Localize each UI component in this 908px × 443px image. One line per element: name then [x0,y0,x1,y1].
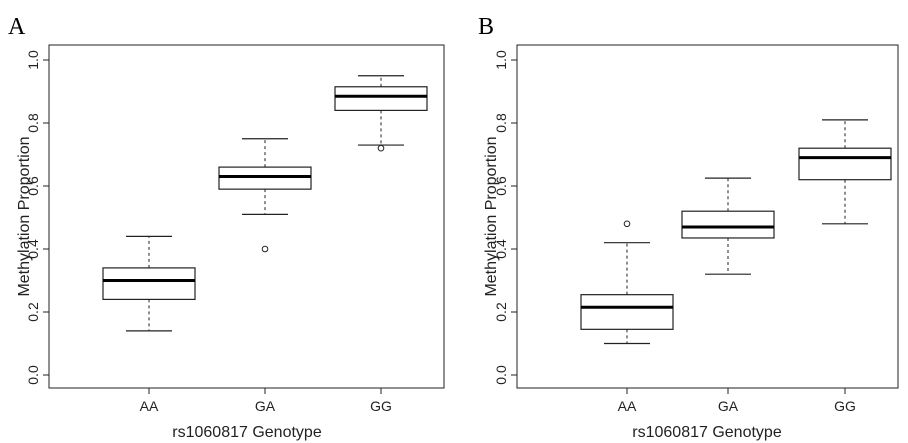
y-tick-label: 0.4 [25,239,41,259]
panel-a: A 0.0 0.2 0.4 0.6 0.8 1.0 Methylation Proportio… [8,14,445,441]
box-gg [334,75,428,152]
box-ga [218,138,312,253]
iqr-box [102,267,196,300]
iqr-box [681,210,775,239]
panel-letter: B [478,14,494,40]
iqr-box [798,147,892,181]
y-axis-title: Methylation Proportion [483,136,500,296]
y-tick-label: 0.4 [493,239,509,259]
plot-frame [516,44,899,389]
box-aa [580,220,674,345]
box-aa [102,235,196,332]
outlier-point [623,220,631,228]
x-tick-label: GA [255,398,276,414]
x-tick-label: GG [834,398,856,414]
x-axis-title: rs1060817 Genotype [172,424,322,441]
y-tick-label: 1.0 [25,50,41,70]
y-tick-label: 0.2 [25,302,41,322]
iqr-box [580,294,674,330]
y-tick-label: 1.0 [493,50,509,70]
y-tick-label: 0.0 [493,365,509,385]
iqr-box [334,86,428,112]
panel-b: B 0.0 0.2 0.4 0.6 0.8 1.0 Methylation Proportio… [478,14,899,441]
outlier-point [261,245,269,253]
x-tick-label: AA [140,398,159,414]
y-axis-title: Methylation Proportion [16,136,33,296]
x-tick-label: GG [370,398,392,414]
y-tick-label: 0.6 [25,176,41,196]
plot-frame [48,44,445,389]
y-tick-label: 0.6 [493,176,509,196]
panel-letter: A [8,14,26,40]
y-tick-label: 0.8 [493,113,509,133]
box-ga [681,177,775,275]
y-tick-label: 0.2 [493,302,509,322]
y-tick-label: 0.8 [25,113,41,133]
x-tick-label: GA [718,398,739,414]
y-tick-label: 0.0 [25,365,41,385]
x-tick-label: AA [618,398,637,414]
iqr-box [218,166,312,190]
x-axis-title: rs1060817 Genotype [632,424,782,441]
outlier-point [377,144,385,152]
box-gg [798,119,892,225]
